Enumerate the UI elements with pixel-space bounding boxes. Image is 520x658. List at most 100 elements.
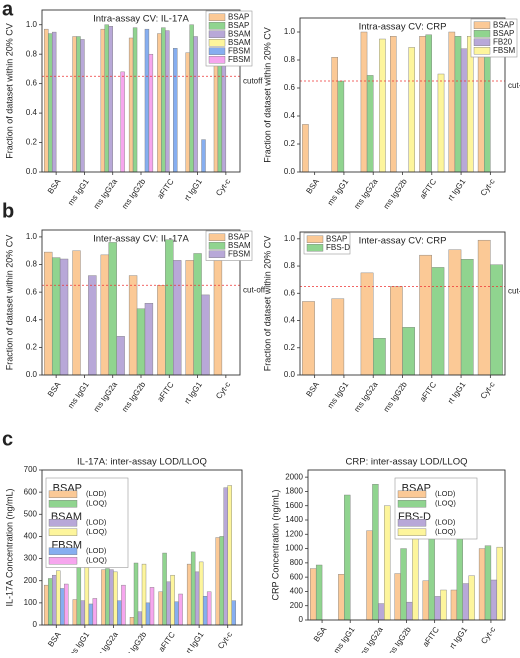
x-tick-label: ms IgG1 — [66, 177, 91, 207]
bar — [406, 601, 413, 621]
bar — [44, 251, 53, 376]
bar — [394, 573, 401, 621]
bar — [157, 33, 162, 173]
bar — [206, 591, 212, 626]
bar — [186, 563, 192, 626]
y-axis-label: IL-17A Concentration (ng/mL) — [4, 488, 14, 606]
x-tick-label: ms IgG2a — [93, 630, 121, 653]
y-tick-label: 500 — [24, 509, 38, 518]
legend-label: BSAM — [228, 241, 251, 250]
bar — [400, 548, 407, 621]
bar — [437, 73, 445, 173]
legend-label: (LOQ) — [435, 499, 456, 508]
bar — [109, 569, 114, 626]
bar — [44, 584, 49, 626]
y-tick-label: 0.2 — [284, 139, 296, 148]
bar — [88, 603, 94, 626]
x-tick-label: rt IgG1 — [446, 177, 468, 203]
bar — [149, 587, 155, 626]
legend-swatch — [208, 22, 226, 30]
y-tick-label: 300 — [24, 554, 38, 563]
bar — [456, 536, 463, 621]
cutoff-label: cutoff — [243, 76, 263, 85]
legend-label: FBSM — [228, 249, 251, 258]
bar — [390, 36, 397, 173]
panel-label: a — [2, 0, 14, 20]
bar — [108, 26, 113, 173]
x-tick-label: BSA — [46, 380, 63, 399]
bar — [174, 601, 179, 626]
bar — [360, 31, 368, 173]
bar — [136, 308, 146, 376]
bar — [419, 254, 432, 376]
bar — [100, 254, 109, 376]
legend-swatch — [208, 30, 226, 38]
plot-frame — [299, 231, 506, 376]
y-tick-label: 1.0 — [26, 232, 38, 241]
bar — [44, 28, 49, 173]
bar — [145, 602, 151, 626]
x-tick-label: aFITC — [418, 380, 438, 404]
bar — [166, 581, 171, 626]
bar — [60, 588, 65, 626]
legend-swatch — [397, 528, 427, 536]
plot-frame — [41, 229, 241, 376]
bar — [121, 584, 126, 626]
y-tick-label: 0.6 — [284, 288, 296, 297]
bar — [144, 28, 150, 173]
bar — [198, 561, 204, 626]
x-tick-label: BSA — [304, 380, 321, 399]
x-tick-label: ms IgG1 — [326, 380, 351, 410]
bar — [185, 52, 190, 173]
bar — [454, 36, 462, 173]
y-tick-label: 0.2 — [284, 343, 296, 352]
plot-frame — [299, 17, 506, 173]
bar — [193, 253, 202, 376]
bar — [448, 249, 462, 376]
y-tick-label: 0.0 — [26, 370, 38, 379]
x-tick-label: ms IgG1 — [67, 630, 92, 653]
bar — [310, 568, 317, 621]
bar — [161, 27, 166, 173]
x-tick-label: rt IgG1 — [448, 625, 470, 651]
legend-swatch — [208, 242, 226, 250]
legend-swatch — [473, 47, 491, 55]
bar — [72, 599, 78, 626]
bar — [88, 275, 97, 376]
bar — [105, 568, 110, 626]
bar — [366, 530, 373, 621]
bar — [162, 552, 167, 626]
bar — [490, 579, 498, 621]
bar — [213, 253, 223, 376]
bar — [104, 24, 109, 173]
bar — [190, 551, 196, 626]
x-tick-label: ms IgG1 — [326, 177, 351, 207]
bar — [315, 564, 323, 621]
x-tick-label: rt IgG1 — [183, 380, 205, 406]
bar — [92, 598, 98, 626]
bar — [201, 294, 210, 376]
bar — [448, 31, 456, 173]
y-tick-label: 1.0 — [26, 20, 38, 29]
y-tick-label: 0.8 — [26, 49, 38, 58]
x-tick-label: ms IgG1 — [332, 625, 357, 653]
x-tick-label: rt IgG1 — [446, 380, 468, 406]
bar — [80, 39, 85, 173]
x-tick-label: ms IgG2a — [352, 177, 380, 211]
bar — [366, 75, 374, 173]
bar — [113, 571, 118, 626]
y-axis-label: CRP Concentration (ng/mL) — [270, 490, 280, 601]
bar — [378, 603, 385, 621]
bar — [101, 569, 106, 626]
x-tick-label: ms IgG2b — [386, 625, 414, 653]
y-tick-label: 1.0 — [284, 27, 296, 36]
bar — [59, 258, 69, 376]
legend-swatch — [208, 47, 226, 55]
x-tick-label: BSA — [304, 177, 321, 196]
legend-label: (LOQ) — [86, 527, 107, 536]
bar — [331, 298, 345, 376]
bar — [51, 257, 61, 376]
legend-label: BSAP — [228, 12, 249, 21]
legend-label: (LOQ) — [435, 527, 456, 536]
